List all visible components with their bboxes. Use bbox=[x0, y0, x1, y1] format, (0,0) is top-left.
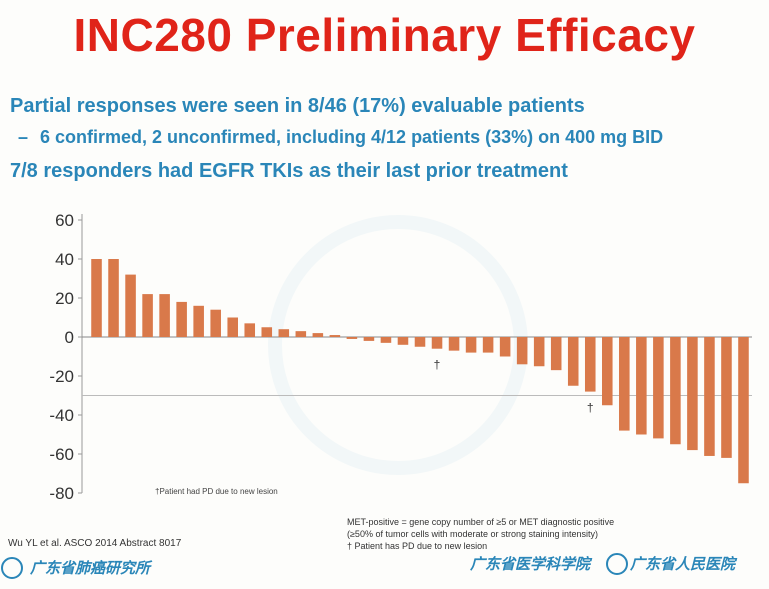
bar bbox=[380, 337, 392, 343]
bar bbox=[721, 337, 732, 458]
logo-peoples-hospital: 广东省人民医院 bbox=[630, 555, 736, 573]
bar bbox=[465, 337, 477, 353]
bar bbox=[193, 305, 204, 337]
bar bbox=[448, 337, 460, 351]
bar bbox=[653, 337, 664, 439]
bar bbox=[312, 333, 324, 337]
bullet-partial-responses: Partial responses were seen in 8/46 (17%… bbox=[10, 95, 585, 117]
bar bbox=[278, 329, 290, 337]
bar bbox=[619, 337, 630, 431]
bar bbox=[227, 317, 238, 337]
y-tick-label: 60 bbox=[55, 211, 74, 230]
bar bbox=[414, 337, 426, 347]
institute-seal-icon bbox=[1, 557, 23, 579]
bar bbox=[499, 337, 511, 357]
bar bbox=[397, 337, 409, 345]
bar bbox=[602, 337, 613, 406]
met-footnote-line: † Patient has PD due to new lesion bbox=[347, 541, 488, 551]
bar bbox=[687, 337, 698, 451]
bullet-confirmed: 6 confirmed, 2 unconfirmed, including 4/… bbox=[40, 127, 664, 147]
bar bbox=[516, 337, 528, 365]
bar bbox=[176, 301, 187, 337]
bar bbox=[431, 337, 443, 349]
y-tick-label: 40 bbox=[55, 250, 74, 269]
bar bbox=[244, 323, 256, 337]
bar bbox=[550, 337, 562, 371]
y-tick-label: -40 bbox=[49, 406, 74, 425]
bar bbox=[108, 259, 119, 337]
bar bbox=[210, 309, 221, 337]
pd-note: †Patient had PD due to new lesion bbox=[155, 487, 278, 496]
bar bbox=[533, 337, 545, 367]
bar bbox=[584, 337, 596, 392]
bar bbox=[636, 337, 647, 435]
y-tick-label: 20 bbox=[55, 289, 74, 308]
bar bbox=[261, 327, 273, 337]
met-footnote-line: (≥50% of tumor cells with moderate or st… bbox=[347, 529, 599, 539]
bar bbox=[295, 331, 307, 337]
bullet-responders: 7/8 responders had EGFR TKIs as their la… bbox=[10, 160, 568, 182]
bar bbox=[704, 337, 715, 456]
pd-marker: † bbox=[587, 401, 594, 415]
bar bbox=[482, 337, 494, 353]
bar bbox=[346, 337, 358, 339]
logo-medical-academy: 广东省医学科学院 bbox=[470, 555, 591, 573]
bar bbox=[670, 337, 681, 445]
slide-title: INC280 Preliminary Efficacy bbox=[73, 9, 696, 61]
y-tick-label: -60 bbox=[49, 445, 74, 464]
bar bbox=[159, 294, 170, 337]
bar bbox=[329, 335, 341, 337]
bar bbox=[91, 259, 102, 337]
hospital-seal-icon bbox=[606, 553, 628, 575]
met-footnote-line: MET-positive = gene copy number of ≥5 or… bbox=[347, 517, 615, 527]
bar bbox=[567, 337, 579, 386]
citation: Wu YL et al. ASCO 2014 Abstract 8017 bbox=[8, 538, 182, 549]
bar bbox=[738, 337, 749, 484]
bar bbox=[125, 274, 136, 337]
y-tick-label: -20 bbox=[49, 367, 74, 386]
met-footnote: MET-positive = gene copy number of ≥5 or… bbox=[347, 516, 707, 552]
waterfall-chart: 60 40 20 0 -20 -40 -60 -80 † † bbox=[49, 211, 752, 503]
bar bbox=[142, 294, 153, 337]
y-tick-label: 0 bbox=[65, 328, 74, 347]
pd-marker: † bbox=[434, 358, 441, 372]
y-tick-label: -80 bbox=[49, 484, 74, 503]
bar bbox=[363, 337, 375, 341]
bullet-dash: – bbox=[18, 127, 29, 147]
logo-lung-cancer-institute: 广东省肺癌研究所 bbox=[30, 559, 151, 577]
